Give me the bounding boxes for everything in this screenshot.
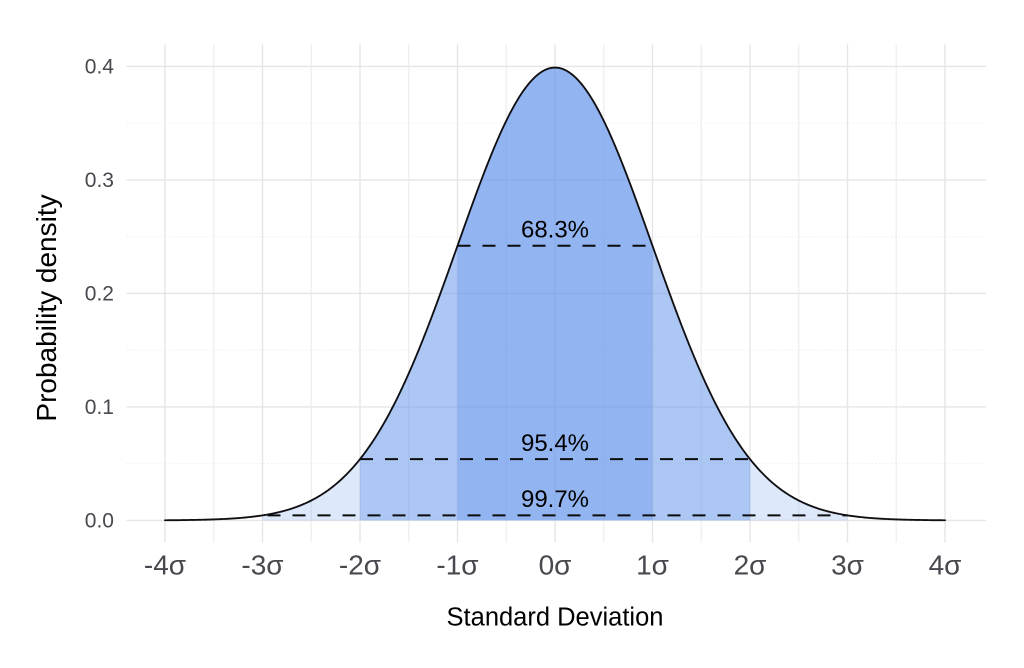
svg-text:0.0: 0.0 <box>85 510 114 533</box>
svg-text:-2σ: -2σ <box>339 549 381 580</box>
svg-text:95.4%: 95.4% <box>521 430 589 457</box>
svg-text:-3σ: -3σ <box>241 549 283 580</box>
svg-text:0.2: 0.2 <box>85 283 114 306</box>
svg-text:68.3%: 68.3% <box>521 216 589 243</box>
svg-text:1σ: 1σ <box>636 549 669 580</box>
svg-text:3σ: 3σ <box>831 549 864 580</box>
svg-text:0.1: 0.1 <box>85 396 114 419</box>
svg-text:4σ: 4σ <box>929 549 962 580</box>
svg-text:-4σ: -4σ <box>144 549 186 580</box>
svg-text:Standard Deviation: Standard Deviation <box>447 604 664 632</box>
svg-text:99.7%: 99.7% <box>521 486 589 513</box>
svg-text:0σ: 0σ <box>539 549 572 580</box>
svg-text:2σ: 2σ <box>734 549 767 580</box>
svg-text:0.4: 0.4 <box>85 56 115 79</box>
svg-text:0.3: 0.3 <box>85 169 114 192</box>
svg-text:-1σ: -1σ <box>436 549 478 580</box>
svg-text:Probability density: Probability density <box>31 194 62 421</box>
